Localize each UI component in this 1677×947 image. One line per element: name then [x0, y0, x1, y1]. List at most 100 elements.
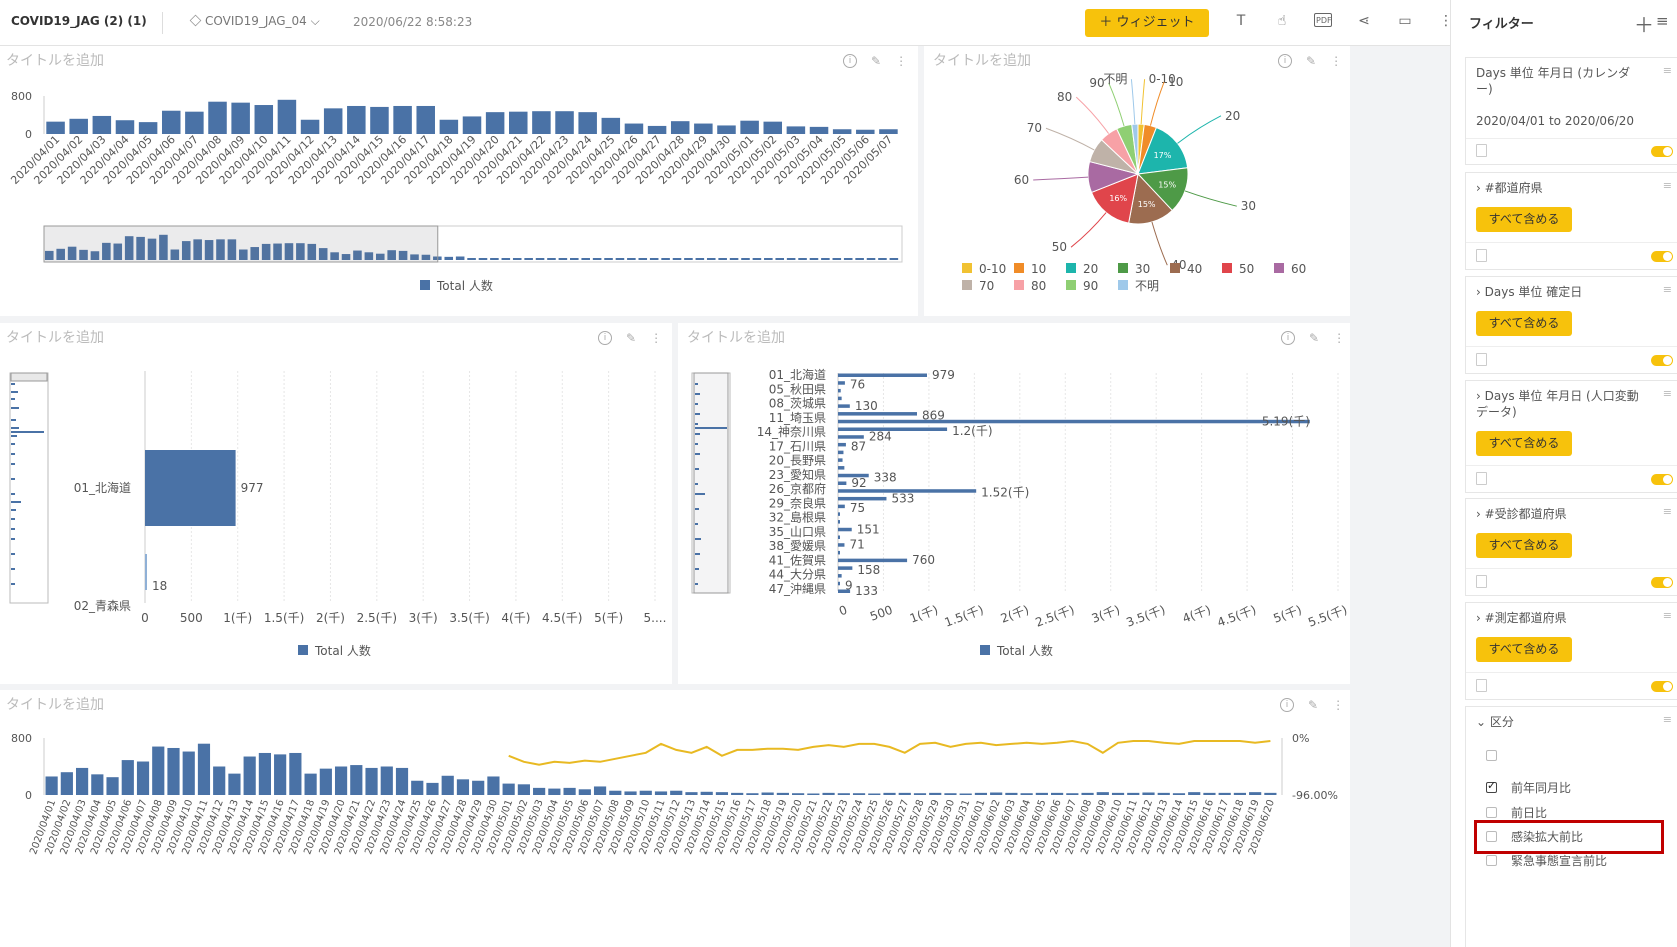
bar [1005, 792, 1018, 795]
trash-icon[interactable] [1476, 472, 1487, 485]
edit-icon[interactable]: ✎ [626, 331, 637, 345]
include-all-button[interactable]: すべて含める [1476, 207, 1572, 232]
include-all-button[interactable]: すべて含める [1476, 311, 1572, 336]
bar [411, 780, 424, 795]
navigator-bar [11, 407, 19, 409]
filter-toggle[interactable] [1651, 681, 1673, 692]
chevron-right-icon[interactable]: › [1476, 611, 1485, 625]
filter-calendar-date: Days 単位 年月日 (カレンダー) ≡ 2020/04/01 to 2020… [1465, 57, 1677, 165]
widget-title[interactable]: タイトルを追加 [6, 697, 104, 713]
trash-icon[interactable] [1476, 679, 1487, 692]
chevron-right-icon[interactable]: › [1476, 181, 1485, 195]
include-all-button[interactable]: すべて含める [1476, 533, 1572, 558]
bar [838, 543, 845, 547]
bar [601, 117, 621, 134]
select-all-checkbox-row[interactable] [1486, 749, 1511, 763]
bar [1020, 793, 1033, 795]
bar [868, 793, 881, 795]
pdf-icon[interactable]: PDF [1314, 13, 1332, 27]
navigator-bar [627, 258, 636, 260]
more-icon[interactable]: ⋮ [1330, 54, 1343, 68]
checkbox[interactable] [1486, 831, 1497, 842]
share-icon[interactable]: ⋖ [1358, 13, 1370, 29]
info-icon[interactable]: i [1278, 54, 1292, 68]
menu-icon[interactable]: ≡ [1656, 12, 1669, 30]
edit-icon[interactable]: ✎ [1306, 54, 1317, 68]
x-tick-label: 4(千) [1181, 603, 1213, 626]
include-all-button[interactable]: すべて含める [1476, 637, 1572, 662]
filter-toggle[interactable] [1651, 355, 1673, 366]
option-row[interactable]: 前日比 [1486, 804, 1547, 821]
chevron-right-icon[interactable]: › [1476, 389, 1485, 403]
add-filter-icon[interactable]: ＋ [1634, 13, 1654, 37]
trash-icon[interactable] [1476, 249, 1487, 262]
widget-title[interactable]: タイトルを追加 [687, 330, 785, 346]
bar [700, 791, 713, 795]
checkbox[interactable] [1486, 750, 1497, 761]
edit-icon[interactable]: ✎ [871, 54, 882, 68]
y2-tick-label: 0% [1292, 732, 1309, 745]
chevron-right-icon[interactable]: › [1476, 507, 1485, 521]
filter-value[interactable]: 2020/04/01 to 2020/06/20 [1476, 114, 1635, 128]
drag-handle-icon[interactable]: ≡ [1662, 179, 1672, 192]
trash-icon[interactable] [1476, 575, 1487, 588]
more-icon[interactable]: ⋮ [895, 54, 908, 68]
option-row[interactable]: 感染拡大前比 [1486, 828, 1583, 845]
chevron-down-icon[interactable]: ⌄ [1476, 715, 1490, 729]
checkbox[interactable] [1486, 807, 1497, 818]
option-row[interactable]: 前年同月比 [1486, 779, 1571, 796]
x-tick-label: 2.5(千) [1033, 603, 1076, 630]
widget-title[interactable]: タイトルを追加 [933, 53, 1031, 69]
bar [277, 99, 297, 134]
trash-icon[interactable] [1476, 353, 1487, 366]
filter-label: › #都道府県 [1476, 181, 1543, 195]
info-icon[interactable]: i [843, 54, 857, 68]
bar [838, 581, 840, 586]
navigator-bar [695, 523, 698, 525]
more-icon[interactable]: ⋮ [1332, 698, 1345, 712]
drag-handle-icon[interactable]: ≡ [1662, 609, 1672, 622]
dataset-selector[interactable]: COVID19_JAG_04 ⌵ [189, 14, 320, 29]
data-label: 158 [857, 563, 880, 577]
bar [1233, 792, 1247, 795]
filter-toggle[interactable] [1651, 474, 1673, 485]
more-icon[interactable]: ⋮ [1439, 13, 1453, 29]
drag-handle-icon[interactable]: ≡ [1662, 64, 1672, 77]
widget-title[interactable]: タイトルを追加 [6, 53, 104, 69]
navigator-bar [661, 258, 670, 260]
bar [145, 450, 236, 526]
drag-handle-icon[interactable]: ≡ [1662, 505, 1672, 518]
more-icon[interactable]: ⋮ [650, 331, 663, 345]
edit-icon[interactable]: ✎ [1308, 698, 1319, 712]
filter-toggle[interactable] [1651, 251, 1673, 262]
drag-handle-icon[interactable]: ≡ [1662, 387, 1672, 400]
filter-toggle[interactable] [1651, 146, 1673, 157]
checkbox-checked[interactable] [1486, 779, 1497, 793]
filter-toggle[interactable] [1651, 577, 1673, 588]
add-widget-button[interactable]: ＋ ウィジェット [1085, 9, 1209, 37]
chevron-right-icon[interactable]: › [1476, 285, 1485, 299]
more-icon[interactable]: ⋮ [1333, 331, 1346, 345]
include-all-button[interactable]: すべて含める [1476, 431, 1572, 456]
bar [746, 793, 759, 795]
edit-icon[interactable]: ✎ [1309, 331, 1320, 345]
option-row[interactable]: 緊急事態宣言前比 [1486, 852, 1607, 869]
pointer-icon[interactable]: ☝ [1277, 13, 1287, 29]
monitor-icon[interactable]: ▭ [1398, 13, 1412, 29]
legend-label: 60 [1291, 262, 1306, 276]
bar [548, 788, 561, 795]
bar [838, 466, 845, 470]
trash-icon[interactable] [1476, 144, 1487, 157]
navigator-bar [318, 248, 328, 260]
drag-handle-icon[interactable]: ≡ [1662, 713, 1672, 726]
navigator-selection [10, 372, 48, 382]
info-icon[interactable]: i [598, 331, 612, 345]
widget-title[interactable]: タイトルを追加 [6, 330, 104, 346]
checkbox[interactable] [1486, 855, 1497, 866]
info-icon[interactable]: i [1280, 698, 1294, 712]
drag-handle-icon[interactable]: ≡ [1662, 283, 1672, 296]
text-icon[interactable]: T [1236, 13, 1246, 29]
y-tick-label: 35_山口県 [769, 525, 826, 539]
info-icon[interactable]: i [1281, 331, 1295, 345]
bar [106, 777, 119, 795]
